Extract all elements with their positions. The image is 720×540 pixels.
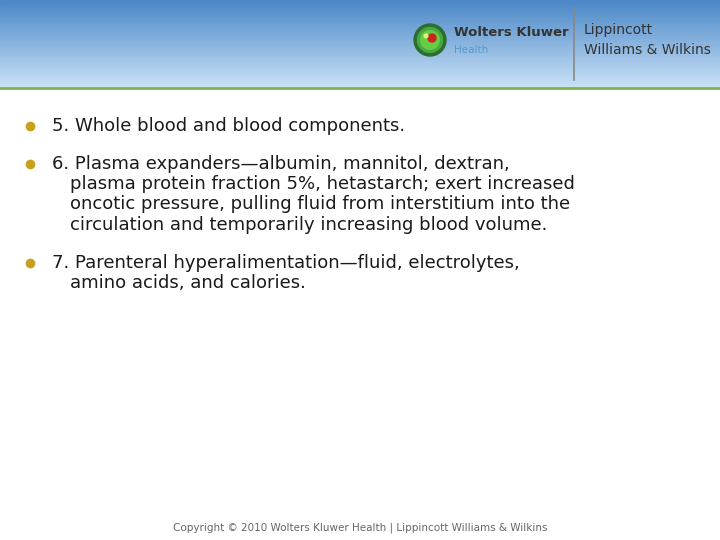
Bar <box>0 67 720 69</box>
Bar <box>0 5 720 8</box>
Bar <box>0 18 720 21</box>
Bar <box>0 85 720 86</box>
Bar <box>0 23 720 25</box>
Bar <box>0 22 720 23</box>
Bar <box>0 76 720 78</box>
Bar <box>0 58 720 60</box>
Circle shape <box>414 24 446 56</box>
Text: 5. Whole blood and blood components.: 5. Whole blood and blood components. <box>52 117 405 135</box>
Bar <box>0 39 720 41</box>
Bar <box>0 10 720 12</box>
Bar <box>0 44 720 45</box>
Bar <box>0 7 720 9</box>
Bar <box>0 71 720 73</box>
Bar <box>0 45 720 47</box>
Bar <box>0 4 720 6</box>
Bar <box>0 20 720 22</box>
Bar <box>0 29 720 31</box>
Text: Health: Health <box>454 45 488 55</box>
Bar <box>0 36 720 38</box>
Bar <box>0 42 720 44</box>
Text: Lippincott: Lippincott <box>584 23 653 37</box>
Bar <box>0 40 720 43</box>
Bar <box>0 33 720 35</box>
Circle shape <box>418 28 443 52</box>
Text: oncotic pressure, pulling fluid from interstitium into the: oncotic pressure, pulling fluid from int… <box>70 195 570 213</box>
Bar <box>0 30 720 32</box>
Bar <box>0 75 720 76</box>
Circle shape <box>428 34 436 42</box>
Bar <box>0 14 720 16</box>
Bar <box>0 46 720 49</box>
Bar <box>0 8 720 10</box>
Bar <box>0 63 720 65</box>
Bar <box>0 0 720 2</box>
Circle shape <box>420 31 439 49</box>
Bar <box>0 17 720 19</box>
Bar <box>0 65 720 68</box>
Bar <box>0 13 720 15</box>
Text: 7. Parenteral hyperalimentation—fluid, electrolytes,: 7. Parenteral hyperalimentation—fluid, e… <box>52 254 520 272</box>
Bar <box>0 54 720 56</box>
Text: circulation and temporarily increasing blood volume.: circulation and temporarily increasing b… <box>70 215 547 234</box>
Bar <box>0 38 720 39</box>
Circle shape <box>424 34 428 38</box>
Bar <box>0 24 720 26</box>
Bar <box>0 83 720 85</box>
Bar <box>0 52 720 54</box>
Bar <box>0 82 720 84</box>
Bar <box>0 64 720 66</box>
Bar <box>0 70 720 72</box>
Bar <box>0 59 720 62</box>
Bar <box>0 28 720 29</box>
Bar <box>0 35 720 37</box>
Text: Copyright © 2010 Wolters Kluwer Health | Lippincott Williams & Wilkins: Copyright © 2010 Wolters Kluwer Health |… <box>173 523 547 534</box>
Bar <box>0 55 720 57</box>
Bar <box>0 32 720 33</box>
Bar <box>0 1 720 3</box>
Bar <box>0 3 720 4</box>
Text: amino acids, and calories.: amino acids, and calories. <box>70 274 306 292</box>
Bar <box>0 79 720 80</box>
Bar <box>0 86 720 88</box>
Bar <box>0 73 720 75</box>
Bar <box>0 11 720 13</box>
Bar <box>0 77 720 79</box>
Bar <box>0 69 720 70</box>
Bar <box>0 57 720 59</box>
Text: 6. Plasma expanders—albumin, mannitol, dextran,: 6. Plasma expanders—albumin, mannitol, d… <box>52 155 510 173</box>
Bar <box>0 26 720 28</box>
Text: plasma protein fraction 5%, hetastarch; exert increased: plasma protein fraction 5%, hetastarch; … <box>70 176 575 193</box>
Bar <box>0 49 720 51</box>
Bar <box>0 80 720 82</box>
Bar <box>0 48 720 50</box>
Bar <box>0 61 720 63</box>
Bar <box>0 51 720 53</box>
Text: Williams & Wilkins: Williams & Wilkins <box>584 43 711 57</box>
Bar <box>0 16 720 18</box>
Text: Wolters Kluwer: Wolters Kluwer <box>454 25 569 38</box>
